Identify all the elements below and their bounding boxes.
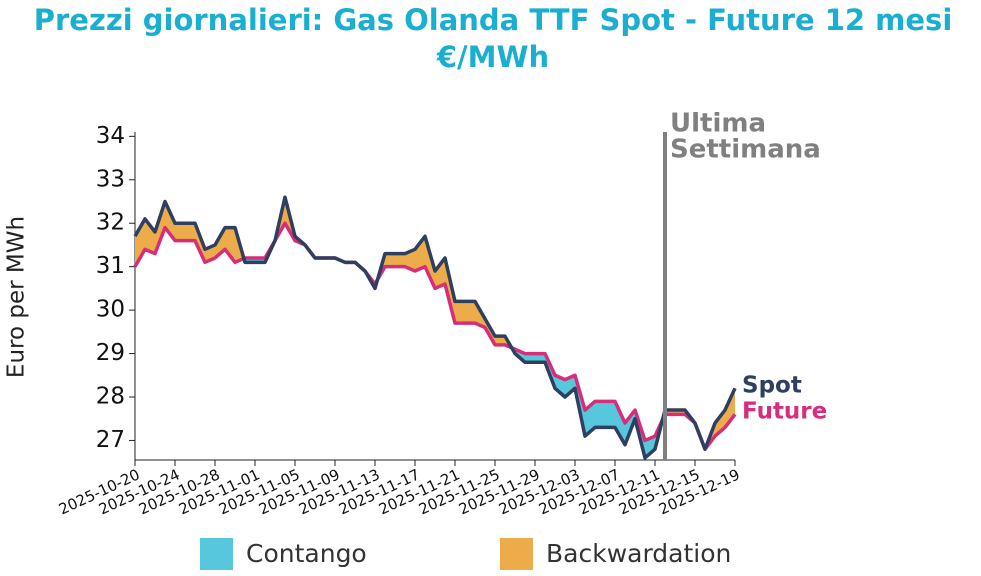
y-tick-label: 32 (96, 210, 125, 236)
legend-swatch (500, 538, 533, 570)
fill-segment (225, 227, 235, 263)
fill-segment (175, 223, 185, 241)
fill-segment (455, 301, 465, 324)
fill-segment (565, 375, 575, 398)
fill-segment (495, 336, 505, 345)
series-label: Future (742, 399, 827, 425)
fill-segment (435, 257, 445, 289)
chart-title: Prezzi giornalieri: Gas Olanda TTF Spot … (34, 3, 953, 37)
fill-segment (605, 401, 615, 428)
chart-subtitle: €/MWh (436, 40, 549, 74)
fill-segment (615, 401, 625, 445)
series-label: Spot (742, 373, 802, 399)
annotation-text: Settimana (670, 135, 821, 165)
fill-segment (525, 353, 535, 363)
fill-segment (385, 253, 395, 267)
fill-segment (645, 436, 655, 458)
y-tick-label: 33 (96, 166, 125, 192)
legend-label: Contango (246, 539, 367, 568)
fill-segment (185, 223, 195, 241)
legend-label: Backwardation (546, 539, 731, 568)
fill-segment (595, 401, 605, 428)
fill-segment (395, 253, 405, 267)
fill-segment (135, 218, 145, 267)
series-line (133, 195, 737, 460)
y-tick-label: 28 (96, 384, 125, 410)
fill-segment (145, 218, 155, 254)
annotation-text: Ultima (670, 109, 766, 139)
fill-segment (415, 236, 425, 272)
series-line (133, 221, 737, 451)
y-tick-label: 31 (96, 253, 125, 279)
y-tick-label: 30 (96, 297, 125, 323)
y-axis-label: Euro per MWh (4, 216, 30, 378)
fill-segment (405, 249, 415, 272)
y-tick-label: 29 (96, 340, 125, 366)
fill-segment (715, 410, 725, 437)
legend-swatch (200, 538, 233, 570)
y-tick-label: 27 (96, 427, 125, 453)
fill-segment (555, 375, 565, 398)
fill-segment (465, 301, 475, 324)
fill-segment (535, 353, 545, 363)
fill-segment (165, 201, 175, 241)
y-tick-label: 34 (96, 123, 125, 149)
